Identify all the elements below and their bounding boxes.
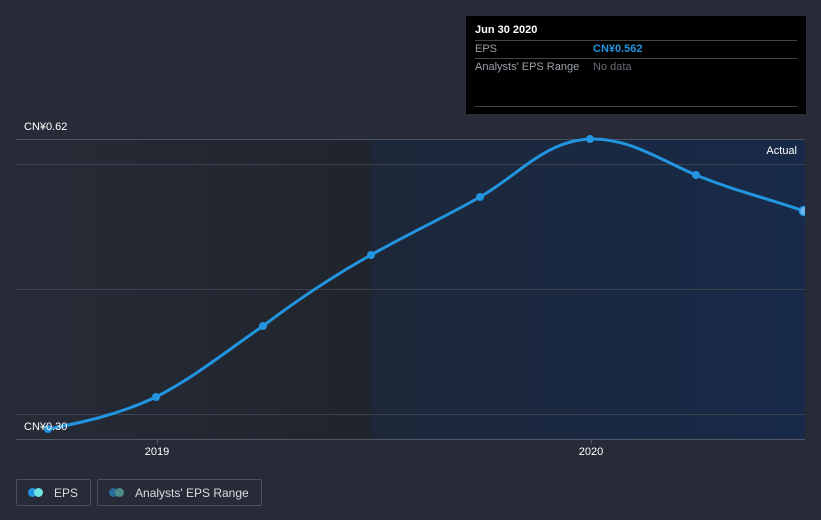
tooltip-date: Jun 30 2020 — [475, 23, 797, 41]
tooltip-row-range: Analysts' EPS Range No data — [475, 59, 797, 76]
tooltip-range-value: No data — [593, 61, 632, 73]
legend: EPS Analysts' EPS Range — [16, 479, 262, 506]
right-margin — [805, 0, 821, 470]
tooltip-row-eps: EPS CN¥0.562 — [475, 41, 797, 59]
tooltip-range-label: Analysts' EPS Range — [475, 61, 580, 73]
legend-analyst-range-button[interactable]: Analysts' EPS Range — [97, 479, 262, 506]
y-axis-min-label: CN¥0.30 — [24, 421, 68, 433]
analyst-range-legend-icon — [109, 488, 125, 497]
legend-analyst-range-label: Analysts' EPS Range — [135, 485, 249, 500]
tooltip-divider — [475, 106, 797, 107]
tooltip-eps-value: CN¥0.562 — [593, 43, 643, 55]
actual-region-label: Actual — [766, 145, 797, 157]
eps-points — [44, 135, 700, 433]
legend-eps-label: EPS — [54, 485, 79, 500]
y-axis-max-label: CN¥0.62 — [24, 121, 68, 133]
eps-line — [46, 137, 806, 431]
legend-eps-button[interactable]: EPS — [16, 479, 92, 506]
eps-legend-icon — [28, 488, 43, 497]
tooltip: Jun 30 2020 EPS CN¥0.562 Analysts' EPS R… — [466, 16, 806, 114]
gridlines — [16, 139, 805, 444]
x-tick-2019: 2019 — [144, 446, 170, 458]
tooltip-eps-label: EPS — [475, 43, 498, 55]
x-tick-2020: 2020 — [578, 446, 604, 458]
